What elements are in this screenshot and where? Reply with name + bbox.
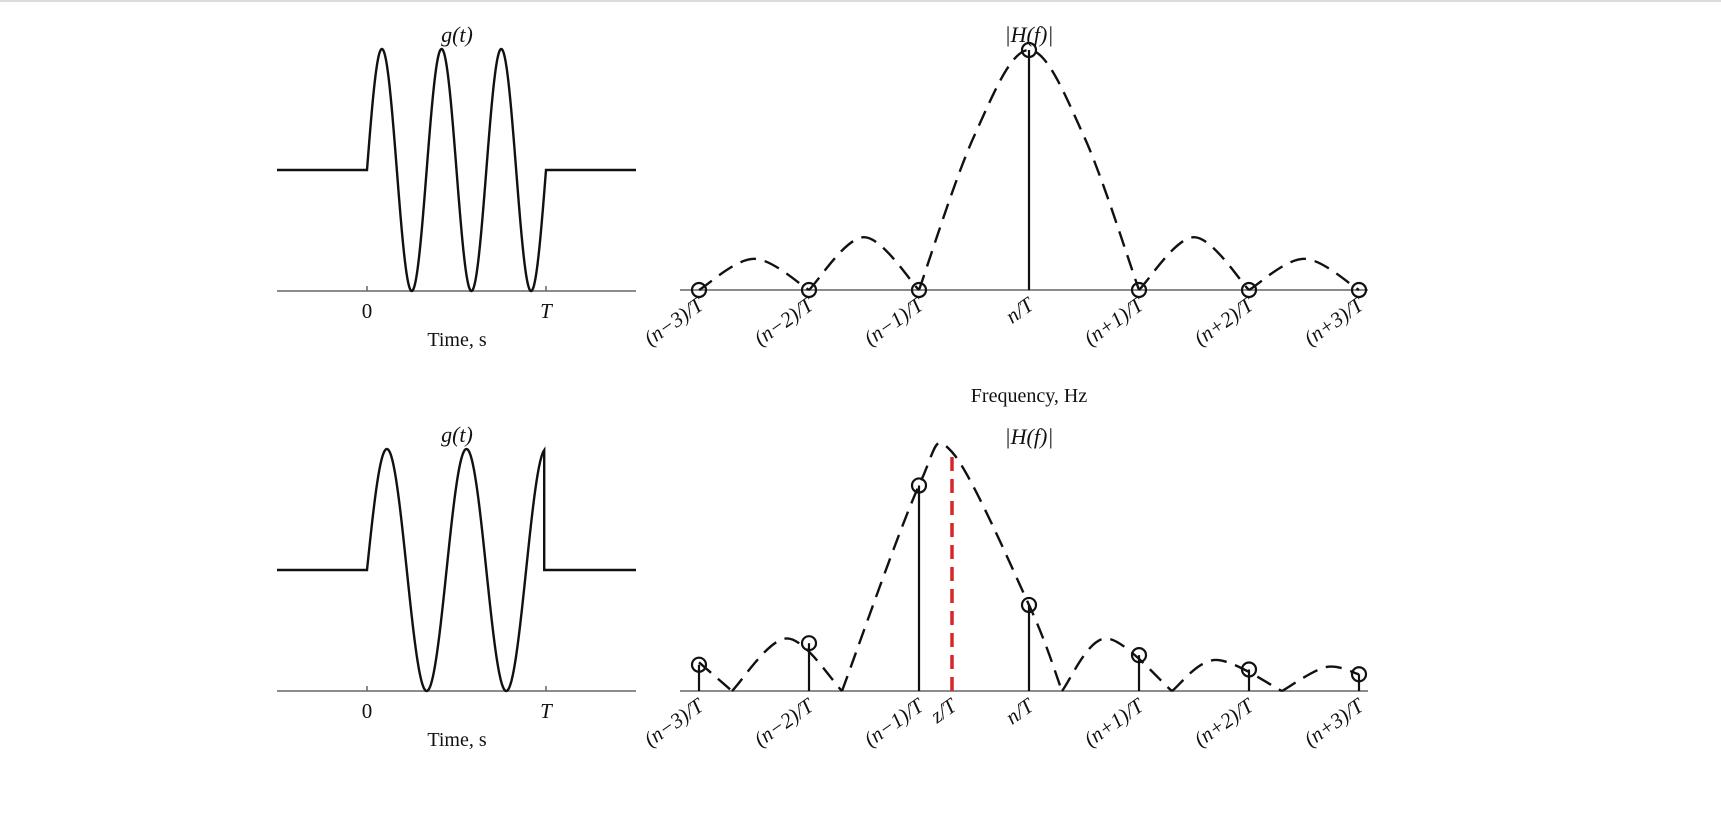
stem-marker-1-2 [910, 281, 928, 299]
envelope-dashed-1-4 [1248, 257, 1360, 292]
freq-tick-label-3-6: (n+2)/T [1189, 693, 1258, 752]
freq-tick-label-1-2: (n−1)/T [859, 292, 928, 351]
freq-tick-label-1-5: (n+2)/T [1189, 292, 1258, 351]
freq-tick-label-1-3: n/T [1001, 292, 1039, 328]
envelope-dashed-3-0 [698, 661, 733, 692]
waveform-line-2 [277, 446, 636, 693]
stem-marker-1-5 [1240, 281, 1258, 299]
stem-marker-1-1 [800, 281, 818, 299]
stem-marker-3-3 [1020, 596, 1038, 614]
envelope-dashed-1-3 [1138, 235, 1250, 291]
freq-title-3: |H(f)| [1005, 424, 1054, 449]
envelope-dashed-3-4 [1171, 658, 1283, 693]
top-border [0, 0, 1721, 2]
time-title-2: g(t) [441, 422, 473, 447]
envelope-dashed-3-2 [840, 441, 1064, 692]
freq-tick-label-3-4: n/T [1001, 693, 1039, 729]
freq-xlabel-1: Frequency, Hz [971, 385, 1088, 407]
stem-marker-3-4 [1130, 647, 1148, 664]
stem-marker-3-6 [1350, 666, 1368, 683]
freq-tick-label-3-1: (n−2)/T [749, 693, 818, 752]
stem-marker-1-6 [1350, 281, 1368, 299]
freq-tick-label-3-0: (n−3)/T [639, 693, 708, 752]
time-tick-label-T-0: T [540, 299, 553, 323]
freq-title-1: |H(f)| [1005, 22, 1054, 47]
time-xlabel-2: Time, s [427, 729, 487, 751]
time-tick-label-0-2: 0 [362, 699, 373, 723]
stem-marker-1-3 [1020, 41, 1038, 59]
stem-marker-3-5 [1240, 661, 1258, 678]
envelope-dashed-3-1 [731, 637, 843, 692]
waveform-line-0 [277, 47, 636, 293]
freq-tick-label-1-0: (n−3)/T [639, 292, 708, 351]
freq-tick-label-1-6: (n+3)/T [1299, 292, 1368, 351]
time-xlabel-0: Time, s [427, 329, 487, 351]
freq-tick-label-3-7: (n+3)/T [1299, 693, 1368, 752]
time-title-0: g(t) [441, 22, 473, 47]
stem-marker-3-1 [800, 635, 818, 652]
stem-marker-1-0 [690, 281, 708, 299]
envelope-dashed-1-1 [808, 235, 920, 291]
freq-tick-label-1-4: (n+1)/T [1079, 292, 1148, 351]
time-tick-label-0-0: 0 [362, 299, 373, 323]
stem-marker-1-4 [1130, 281, 1148, 299]
time-tick-label-T-2: T [540, 699, 553, 723]
freq-tick-label-3-3: z/T [925, 693, 962, 729]
envelope-dashed-3-3 [1061, 637, 1173, 692]
stem-marker-3-2 [910, 477, 928, 494]
stem-marker-3-0 [690, 656, 708, 673]
envelope-dashed-1-2 [917, 48, 1141, 291]
envelope-dashed-1-0 [698, 257, 810, 292]
freq-tick-label-3-2: (n−1)/T [859, 693, 928, 752]
freq-tick-label-1-1: (n−2)/T [749, 292, 818, 351]
freq-tick-label-3-5: (n+1)/T [1079, 693, 1148, 752]
envelope-dashed-3-5 [1281, 665, 1360, 693]
